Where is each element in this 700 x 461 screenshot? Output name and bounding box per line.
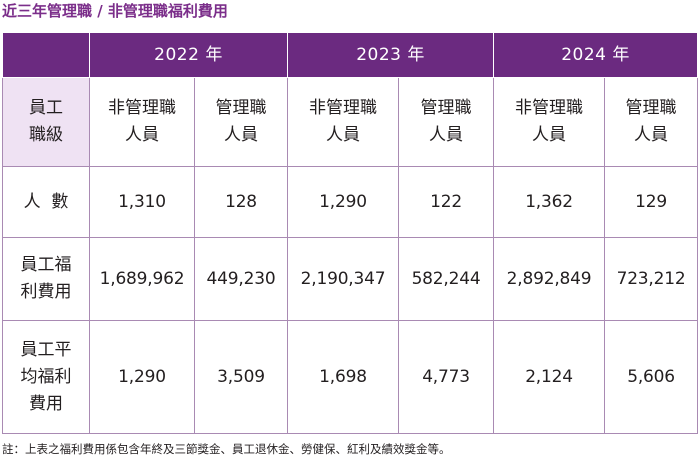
table-cell: 449,230	[193, 237, 289, 321]
row-label-total-benefits: 員工福 利費用	[2, 237, 90, 321]
table-cell: 1,290	[287, 166, 400, 238]
year-2023: 2023 年	[287, 32, 495, 78]
col-header-mgmt-2022: 管理職 人員	[193, 77, 289, 167]
col-header-non-mgmt-2022: 非管理職 人員	[89, 77, 195, 167]
table-cell: 2,892,849	[493, 237, 606, 321]
col-header-non-mgmt-2024: 非管理職 人員	[493, 77, 606, 167]
headcount-row: 人 數 1,310 128 1,290 122 1,362 129	[2, 166, 699, 238]
table-cell: 129	[604, 166, 699, 238]
corner-cell	[2, 32, 90, 78]
table-cell: 5,606	[604, 320, 699, 434]
table-cell: 122	[398, 166, 495, 238]
table-cell: 2,124	[493, 320, 606, 434]
row-label-header: 員工 職級	[2, 77, 90, 167]
benefits-table: 2022 年 2023 年 2024 年 員工 職級 非管理職 人員 管理職 人員 …	[2, 32, 699, 434]
row-label-average-benefits: 員工平 均福利 費用	[2, 320, 90, 434]
table-cell: 582,244	[398, 237, 495, 321]
table-cell: 1,698	[287, 320, 400, 434]
table-cell: 128	[193, 166, 289, 238]
year-2024: 2024 年	[493, 32, 699, 78]
year-header-row: 2022 年 2023 年 2024 年	[2, 32, 699, 78]
table-cell: 1,689,962	[89, 237, 195, 321]
year-2022: 2022 年	[88, 32, 289, 78]
table-cell: 4,773	[398, 320, 495, 434]
table-cell: 1,290	[89, 320, 195, 434]
table-cell: 2,190,347	[287, 237, 400, 321]
table-cell: 1,310	[89, 166, 195, 238]
col-header-mgmt-2023: 管理職 人員	[398, 77, 495, 167]
footnote: 註：上表之福利費用係包含年終及三節獎金、員工退休金、勞健保、紅利及績效獎金等。	[2, 442, 451, 456]
col-header-non-mgmt-2023: 非管理職 人員	[287, 77, 400, 167]
table-cell: 3,509	[193, 320, 289, 434]
table-cell: 723,212	[604, 237, 699, 321]
total-benefits-row: 員工福 利費用 1,689,962 449,230 2,190,347 582,…	[2, 237, 699, 321]
page-title: 近三年管理職 / 非管理職福利費用	[2, 2, 228, 20]
average-benefits-row: 員工平 均福利 費用 1,290 3,509 1,698 4,773 2,124…	[2, 320, 699, 434]
column-header-row: 員工 職級 非管理職 人員 管理職 人員 非管理職 人員 管理職 人員 非管理職 人員 管…	[2, 77, 699, 167]
col-header-mgmt-2024: 管理職 人員	[604, 77, 699, 167]
table-cell: 1,362	[493, 166, 606, 238]
row-label-headcount: 人 數	[2, 166, 90, 238]
